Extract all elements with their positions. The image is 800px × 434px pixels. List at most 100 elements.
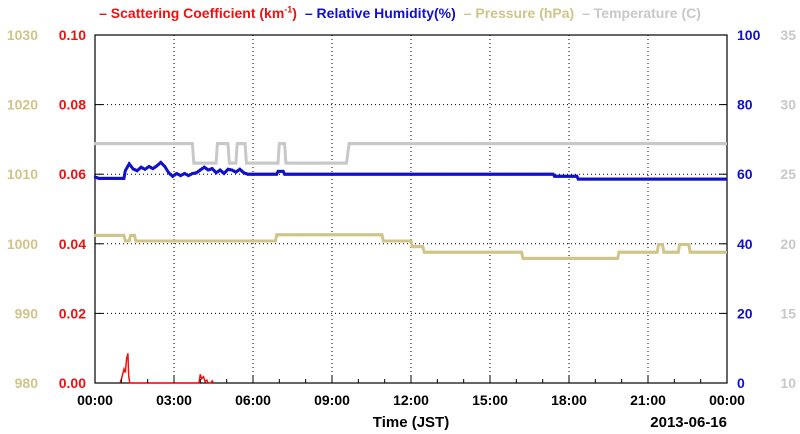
series-point-temperature: [425, 142, 427, 146]
series-point-temperature: [414, 142, 416, 146]
series-point-temperature: [598, 142, 601, 146]
series-point-pressure: [239, 239, 242, 243]
series-point-humidity: [354, 172, 357, 176]
series-point-humidity: [528, 172, 530, 176]
series-point-humidity: [406, 172, 409, 176]
series-point-pressure: [143, 239, 146, 243]
series-point-pressure: [487, 250, 490, 254]
series-point-temperature: [111, 142, 114, 146]
series-point-temperature: [383, 142, 386, 146]
series-point-pressure: [666, 250, 669, 254]
series-point-pressure: [443, 250, 446, 254]
series-point-pressure: [687, 243, 690, 246]
series-point-humidity: [521, 172, 524, 176]
series-point-pressure: [152, 239, 155, 243]
series-point-pressure: [381, 233, 383, 237]
series-point-temperature: [660, 142, 663, 146]
series-point-temperature: [442, 142, 445, 146]
series-point-temperature: [125, 142, 127, 146]
series-point-temperature: [345, 161, 348, 165]
series-point-pressure: [337, 233, 340, 237]
series-point-humidity: [719, 177, 722, 181]
series-point-pressure: [535, 256, 538, 260]
series-point-pressure: [256, 239, 259, 243]
series-point-temperature: [218, 142, 221, 146]
series-point-temperature: [203, 161, 206, 165]
series-point-humidity: [645, 177, 647, 181]
series-point-pressure: [161, 239, 163, 243]
series-point-pressure: [100, 233, 103, 237]
series-point-pressure: [382, 239, 385, 243]
series-point-humidity: [312, 172, 315, 176]
x-axis-title: Time (JST): [373, 414, 449, 431]
series-point-humidity: [242, 171, 245, 175]
series-point-pressure: [489, 250, 492, 254]
series-point-pressure: [421, 245, 424, 249]
series-point-humidity: [116, 176, 119, 180]
series-point-temperature: [319, 161, 322, 165]
series-point-pressure: [574, 256, 577, 260]
series-point-humidity: [246, 172, 249, 176]
series-point-temperature: [297, 161, 300, 165]
series-point-humidity: [453, 172, 456, 176]
series-point-temperature: [212, 161, 215, 165]
series-point-pressure: [150, 239, 153, 243]
series-point-pressure: [365, 233, 368, 237]
series-point-pressure: [304, 233, 307, 237]
series-point-pressure: [546, 256, 549, 260]
series-point-pressure: [222, 239, 224, 243]
series-point-temperature: [701, 142, 704, 146]
series-point-pressure: [518, 250, 521, 254]
series-point-humidity: [389, 172, 392, 176]
series-point-pressure: [624, 250, 627, 254]
series-point-humidity: [262, 172, 265, 176]
series-point-pressure: [693, 250, 696, 254]
series-point-pressure: [118, 233, 121, 237]
series-point-pressure: [616, 256, 619, 260]
series-point-pressure: [485, 250, 488, 254]
series-point-temperature: [556, 142, 559, 146]
series-point-pressure: [326, 233, 329, 237]
series-point-pressure: [532, 256, 535, 260]
series-point-temperature: [287, 161, 290, 165]
y-tick-label-humidity: 40: [737, 236, 753, 252]
series-point-pressure: [114, 233, 117, 237]
series-point-temperature: [293, 161, 296, 165]
series-point-pressure: [657, 243, 660, 246]
series-point-temperature: [466, 142, 469, 146]
series-point-pressure: [596, 256, 599, 260]
series-point-temperature: [153, 142, 156, 146]
series-point-humidity: [422, 172, 425, 176]
series-point-temperature: [517, 142, 520, 146]
series-point-humidity: [151, 167, 154, 171]
series-point-pressure: [579, 256, 582, 260]
legend-dash: –: [304, 4, 317, 21]
series-point-temperature: [594, 142, 597, 146]
series-point-humidity: [594, 177, 597, 181]
legend-item-temperature: – Temperature (C): [582, 5, 701, 21]
series-point-pressure: [263, 239, 266, 243]
series-point-pressure: [410, 239, 412, 243]
series-point-temperature: [444, 142, 447, 146]
series-point-temperature: [201, 161, 204, 165]
series-point-humidity: [490, 172, 493, 176]
series-point-pressure: [702, 250, 705, 254]
series-point-pressure: [372, 233, 375, 237]
series-point-humidity: [98, 176, 100, 180]
series-point-pressure: [241, 239, 244, 243]
legend-item-scattering: – Scattering Coefficient (km-1): [99, 4, 301, 21]
series-point-temperature: [199, 161, 202, 165]
series-point-pressure: [622, 250, 625, 254]
series-point-humidity: [541, 172, 544, 176]
series-point-humidity: [334, 172, 337, 176]
series-point-pressure: [640, 250, 643, 254]
series-point-humidity: [219, 168, 222, 172]
series-point-temperature: [365, 142, 368, 146]
series-point-humidity: [138, 167, 141, 171]
series-point-pressure: [612, 256, 615, 260]
series-point-temperature: [348, 142, 351, 146]
series-point-pressure: [521, 256, 524, 260]
series-point-pressure: [111, 233, 114, 237]
series-point-pressure: [528, 256, 531, 260]
series-point-humidity: [455, 172, 458, 176]
